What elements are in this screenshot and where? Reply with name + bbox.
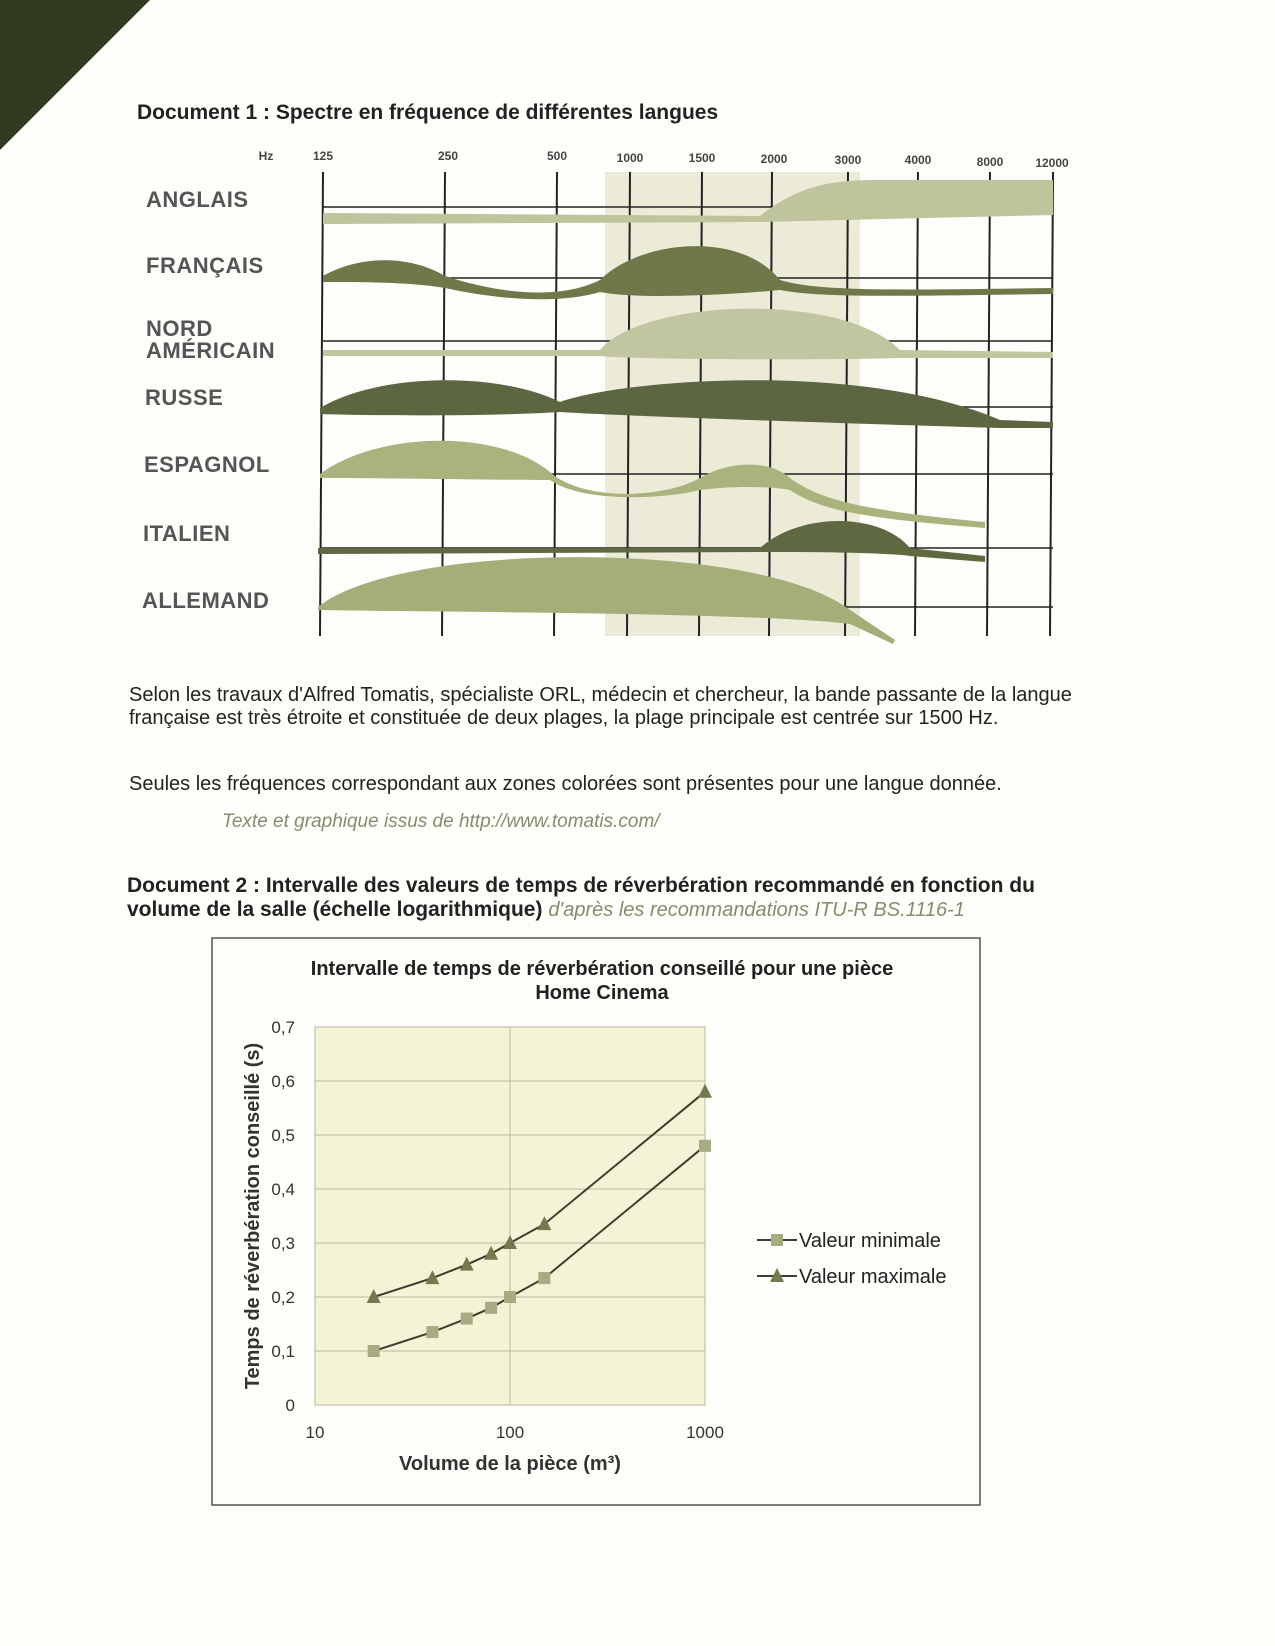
grid-verticals	[319, 171, 1054, 637]
source: Texte et graphique issus de http://www.t…	[222, 811, 660, 832]
marker	[699, 1139, 711, 1152]
freq-label: 250	[438, 149, 458, 163]
legend-label: Valeur maximale	[799, 1266, 946, 1288]
y-axis-label: Temps de réverbération conseillé (s)	[242, 1043, 264, 1389]
marker	[503, 1235, 517, 1249]
band-anglais	[323, 180, 1053, 224]
freq-label: 3000	[835, 153, 862, 167]
y-tick-label: 0	[286, 1396, 295, 1415]
marker	[426, 1326, 439, 1339]
band-francais	[323, 246, 1053, 300]
language-label: FRANÇAIS	[146, 253, 264, 278]
marker	[698, 1083, 712, 1098]
x-tick-label: 10	[306, 1423, 325, 1442]
doc1-labels: Hz 125 250 500 1000 1500 2000 3000 4000 …	[259, 149, 1069, 170]
chart: 0 0,1 0,2 0,3 0,4 0,5 0,6 0,7 10 100 1000 Volume de…	[242, 1018, 946, 1475]
freq-label: 12000	[1035, 156, 1069, 170]
band-allemand	[318, 557, 895, 644]
chart-frame	[211, 937, 981, 1506]
language-label: RUSSE	[145, 385, 224, 410]
language-label: ANGLAIS	[146, 187, 249, 212]
x-tick-label: 100	[496, 1423, 524, 1442]
scan-corner	[0, 0, 150, 150]
marker	[367, 1345, 380, 1357]
chart-title: Intervalle de temps de réverbération con…	[310, 958, 894, 1004]
freq-label: 1000	[617, 151, 644, 165]
language-label: ITALIEN	[143, 521, 231, 546]
freq-label: 4000	[905, 153, 932, 167]
freq-label: 8000	[977, 155, 1004, 169]
band-italien	[318, 521, 985, 562]
band-russe	[320, 380, 1053, 428]
legend-marker	[771, 1234, 783, 1246]
paragraph: Seules les fréquences correspondant aux …	[129, 773, 1002, 795]
legend-marker	[770, 1268, 784, 1282]
legend-label: Valeur minimale	[799, 1230, 941, 1252]
freq-label: 500	[547, 149, 567, 163]
marker	[504, 1291, 516, 1303]
marker	[366, 1289, 381, 1303]
doc2-title: Document 2 : Intervalle des valeurs de t…	[127, 874, 1035, 921]
language-label: ESPAGNOL	[144, 452, 270, 477]
marker	[485, 1301, 498, 1314]
band-espagnol	[320, 440, 985, 528]
freq-label: 125	[313, 149, 333, 163]
marker	[537, 1216, 552, 1231]
y-tick-label: 0,6	[271, 1072, 295, 1091]
doc2-heading: Document 2 : Intervalle des valeurs de t…	[127, 874, 1097, 922]
freq-label: 1500	[689, 151, 716, 165]
language-label: NORD AMÉRICAIN	[146, 316, 276, 363]
doc1-title: Document 1 : Spectre en fréquence de dif…	[137, 101, 719, 124]
y-tick-label: 0,4	[271, 1180, 295, 1199]
y-tick-label: 0,1	[271, 1342, 295, 1361]
band-nord-americain	[323, 308, 1053, 360]
freq-label: 2000	[761, 152, 788, 166]
doc2-reference: d'après les recommandations ITU-R BS.111…	[548, 899, 965, 921]
y-tick-label: 0,7	[271, 1018, 295, 1037]
marker	[425, 1270, 440, 1285]
x-tick-label: 1000	[686, 1423, 724, 1442]
unit-label: Hz	[259, 149, 274, 163]
y-tick-label: 0,2	[271, 1288, 295, 1307]
paragraph: Selon les travaux d'Alfred Tomatis, spéc…	[129, 684, 1072, 729]
marker	[460, 1312, 473, 1325]
marker	[459, 1256, 474, 1271]
y-tick-label: 0,3	[271, 1234, 295, 1253]
marker	[484, 1245, 499, 1260]
marker	[538, 1272, 551, 1285]
language-label: ALLEMAND	[142, 588, 270, 613]
y-tick-label: 0,5	[271, 1126, 295, 1145]
x-axis-label: Volume de la pièce (m³)	[399, 1453, 621, 1475]
